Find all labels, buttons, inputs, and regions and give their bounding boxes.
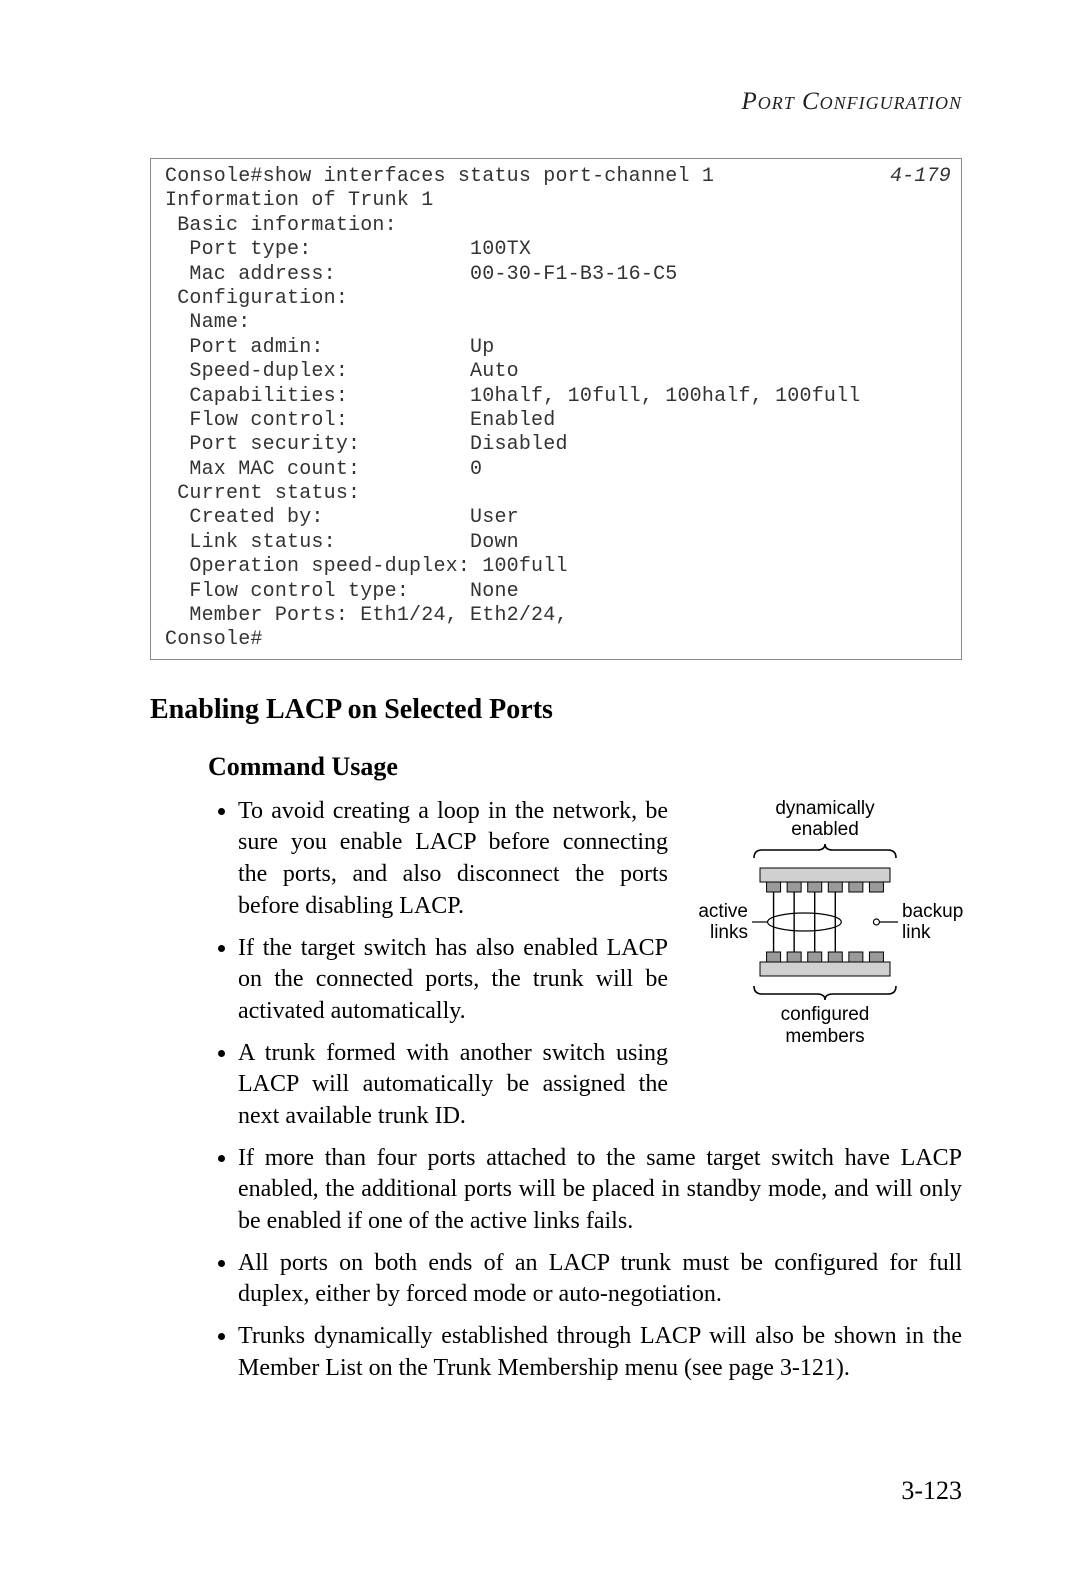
bullet-item: If the target switch has also enabled LA… bbox=[238, 933, 668, 1028]
diagram-bottom-label-l1: configured bbox=[781, 1004, 870, 1025]
page: Port Configuration 4-179 Console#show int… bbox=[0, 0, 1080, 1570]
diagram-top-label: dynamically enabled bbox=[688, 798, 962, 841]
diagram-top-label-l1: dynamically bbox=[775, 798, 874, 819]
console-output: 4-179 Console#show interfaces status port… bbox=[150, 158, 962, 660]
diagram-bottom-label: configured members bbox=[688, 1004, 962, 1047]
diagram-right-label-l2: link bbox=[902, 922, 931, 943]
bullet-list-wide: If more than four ports attached to the … bbox=[208, 1143, 962, 1385]
section-heading: Enabling LACP on Selected Ports bbox=[150, 694, 962, 726]
content-row: To avoid creating a loop in the network,… bbox=[150, 796, 962, 1143]
diagram-left-label: active links bbox=[688, 901, 748, 944]
diagram-bottom-label-l2: members bbox=[785, 1026, 864, 1047]
diagram-right-label: backup link bbox=[902, 901, 962, 944]
lacp-diagram: dynamically enabled active links backup … bbox=[688, 796, 962, 1047]
diagram-left-label-l2: links bbox=[710, 922, 748, 943]
bullet-item: A trunk formed with another switch using… bbox=[238, 1038, 668, 1133]
diagram-switches bbox=[752, 864, 898, 980]
bullet-item: All ports on both ends of an LACP trunk … bbox=[238, 1248, 962, 1311]
diagram-bottom-brace bbox=[750, 984, 900, 1002]
bullet-item: If more than four ports attached to the … bbox=[238, 1143, 962, 1238]
bullet-list-narrow: To avoid creating a loop in the network,… bbox=[208, 796, 668, 1143]
diagram-right-label-l1: backup bbox=[902, 901, 963, 922]
bullet-item: Trunks dynamically established through L… bbox=[238, 1321, 962, 1384]
console-text: Console#show interfaces status port-chan… bbox=[165, 165, 861, 651]
section-subheading: Command Usage bbox=[208, 752, 962, 782]
diagram-top-brace bbox=[750, 842, 900, 860]
console-ref: 4-179 bbox=[890, 165, 951, 189]
bullet-item: To avoid creating a loop in the network,… bbox=[238, 796, 668, 923]
running-header: Port Configuration bbox=[150, 88, 962, 116]
diagram-top-label-l2: enabled bbox=[791, 819, 859, 840]
page-number: 3-123 bbox=[901, 1476, 962, 1506]
diagram-left-label-l1: active bbox=[698, 901, 748, 922]
